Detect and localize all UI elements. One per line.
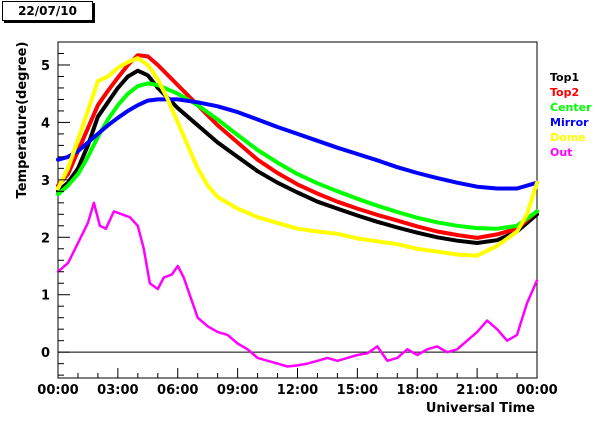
y-tick-label: 4 [41,116,50,131]
x-tick-label: 00:00 [37,383,78,398]
x-axis-title: Universal Time [426,401,535,416]
x-tick-label: 03:00 [97,383,138,398]
x-tick-label: 21:00 [456,383,497,398]
legend-entry-mirror: Mirror [550,116,589,129]
plot-frame [57,41,538,379]
legend-entry-top1: Top1 [550,71,579,84]
date-label: 22/07/10 [2,1,93,21]
x-tick-label: 12:00 [277,383,318,398]
legend-entry-out: Out [550,146,572,159]
series-line-center [56,81,539,231]
y-tick-label: 0 [41,346,50,361]
y-tick-label: 1 [41,289,50,304]
y-tick-label: 3 [41,174,50,189]
series-line-top1 [56,68,539,245]
x-tick-label: 15:00 [337,383,378,398]
y-tick-label: 5 [41,59,50,74]
x-tick-label: 09:00 [217,383,258,398]
legend-entry-top2: Top2 [550,86,579,99]
series-line-mirror [56,97,539,191]
x-tick-label: 18:00 [397,383,438,398]
y-tick-label: 2 [41,231,50,246]
series-line-out [56,201,539,368]
series-line-top2 [56,53,539,240]
x-tick-label: 00:00 [516,383,557,398]
x-tick-label: 06:00 [157,383,198,398]
y-axis-title: Temperature(degree) [15,42,30,199]
legend-entry-center: Center [550,101,592,114]
legend-entry-dome: Dome [550,131,586,144]
series-line-dome [56,56,539,258]
